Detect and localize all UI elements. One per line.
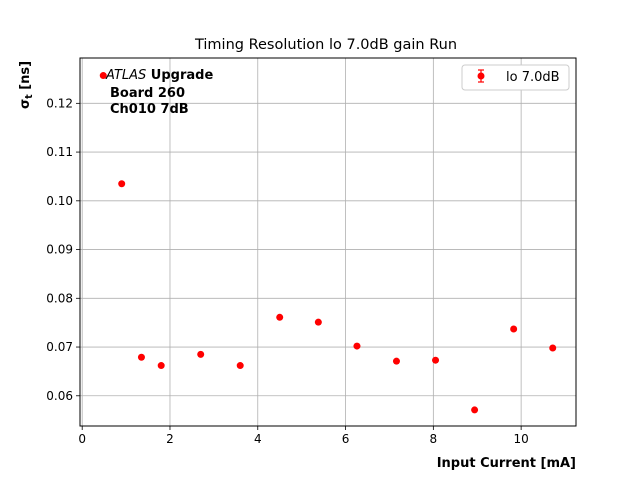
annotation-channel: Ch010 7dB <box>110 102 189 117</box>
grid <box>80 58 576 426</box>
x-axis: 0 2 4 6 8 10 <box>78 426 529 446</box>
y-axis-label: σt [ns] <box>18 61 35 109</box>
y-tick-label: 0.06 <box>46 389 73 403</box>
data-point <box>510 325 518 333</box>
data-series <box>118 180 557 414</box>
y-tick-label: 0.11 <box>46 145 73 159</box>
data-point <box>549 344 557 352</box>
data-point <box>137 353 145 361</box>
data-point <box>471 406 479 414</box>
y-axis-label-unit: [ns] <box>18 61 33 94</box>
data-point <box>157 362 165 370</box>
annotation-marker <box>99 72 107 80</box>
y-axis-label-symbol: σ <box>18 99 33 109</box>
x-axis-label: Input Current [mA] <box>437 456 576 471</box>
data-point <box>236 362 244 370</box>
data-point <box>197 350 205 358</box>
annotation-board: Board 260 <box>110 86 185 101</box>
data-point <box>432 356 440 364</box>
y-axis-label-subscript: t <box>24 94 35 99</box>
x-tick-label: 2 <box>166 432 174 446</box>
legend-box <box>461 64 570 91</box>
y-tick-label: 0.12 <box>46 96 73 110</box>
y-axis: 0.06 0.07 0.08 0.09 0.10 0.11 0.12 <box>46 96 80 403</box>
annotation-upgrade: Upgrade <box>146 68 213 83</box>
x-tick-label: 8 <box>430 432 438 446</box>
x-tick-label: 0 <box>78 432 86 446</box>
data-point <box>276 313 284 321</box>
data-point <box>118 180 126 188</box>
y-tick-label: 0.09 <box>46 243 73 257</box>
legend-marker <box>477 72 485 80</box>
y-tick-label: 0.08 <box>46 291 73 305</box>
annotation-atlas: ATLAS <box>105 68 146 83</box>
data-point <box>314 318 322 326</box>
annotation-line-1: ATLAS Upgrade <box>105 68 213 83</box>
x-tick-label: 6 <box>342 432 350 446</box>
legend-label: lo 7.0dB <box>506 70 560 85</box>
data-point <box>392 357 400 365</box>
y-tick-label: 0.10 <box>46 194 73 208</box>
x-tick-label: 4 <box>254 432 262 446</box>
plot-frame <box>79 57 577 427</box>
legend: lo 7.0dB <box>461 64 570 91</box>
y-tick-label: 0.07 <box>46 340 73 354</box>
chart-title: Timing Resolution lo 7.0dB gain Run <box>194 37 457 53</box>
data-point <box>353 342 361 350</box>
x-tick-label: 10 <box>513 432 528 446</box>
